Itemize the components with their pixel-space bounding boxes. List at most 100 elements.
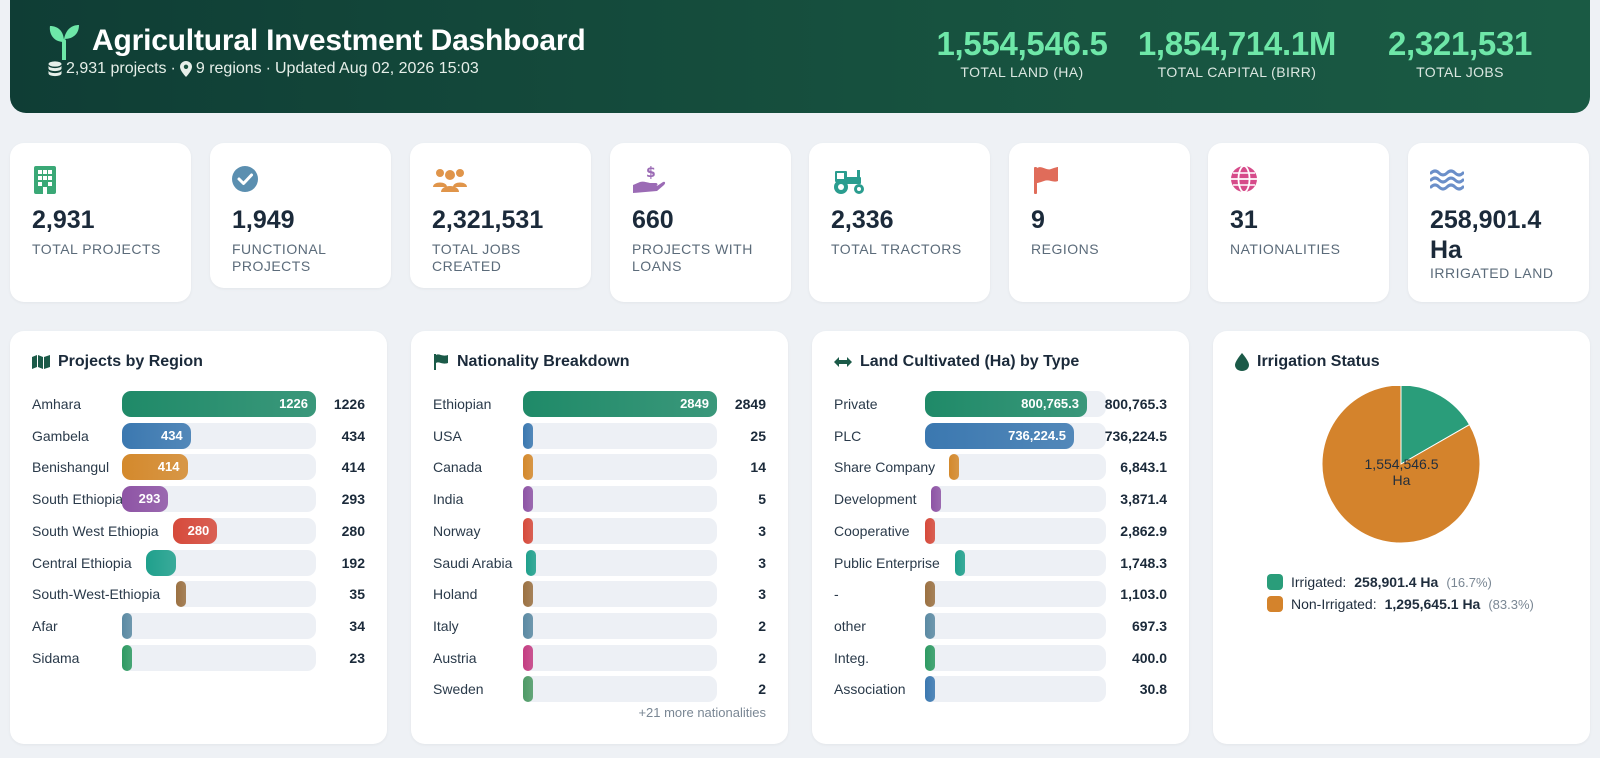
bar-fill: 736,224.5 — [925, 422, 1074, 449]
droplet-icon — [1235, 353, 1249, 371]
bar-row-label: Association — [834, 681, 906, 698]
bar-track — [523, 486, 717, 513]
bar-fill — [526, 549, 536, 576]
bar-row-label: Austria — [433, 649, 477, 666]
tractor-icon — [834, 170, 864, 194]
check-circle-icon — [232, 166, 258, 192]
bar-row-label: - — [834, 586, 839, 603]
bar-fill: 280 — [173, 517, 218, 544]
bar-fill-label: 800,765.3 — [1021, 396, 1079, 411]
bar-row-value: 14 — [750, 459, 766, 476]
header-stat-value: 1,854,714.1M — [1137, 25, 1337, 62]
bar-track — [949, 454, 1106, 481]
bar-row-value: 1,748.3 — [1120, 554, 1167, 571]
bar-fill — [925, 676, 935, 703]
more-nationalities-link[interactable]: +21 more nationalities — [638, 705, 766, 720]
projects-by-region-card: Projects by Region Amhara 1226 1226 Gambela… — [10, 331, 387, 744]
bar-track: 736,224.5 — [925, 422, 1106, 449]
bar-row-value: 2,862.9 — [1120, 522, 1167, 539]
kpi-label: NATIONALITIES — [1230, 241, 1341, 257]
bar-fill — [925, 644, 935, 671]
irrigation-pie-chart — [1321, 386, 1481, 544]
bar-row: Gambela 434 434 — [32, 422, 365, 449]
irrigation-status-card: Irrigation Status 1,554,546.5 Ha Irrigat… — [1213, 331, 1590, 744]
bar-track: 280 — [173, 517, 316, 544]
bar-fill: 414 — [122, 454, 188, 481]
bar-row-label: Cooperative — [834, 522, 910, 539]
legend-swatch — [1267, 574, 1283, 590]
kpi-label: TOTAL PROJECTS — [32, 241, 161, 257]
header-stat-value: 2,321,531 — [1387, 25, 1533, 62]
water-icon — [1430, 169, 1464, 191]
bar-fill — [955, 549, 965, 576]
bar-row-value: 800,765.3 — [1104, 396, 1167, 412]
pie-slice-irrigated[interactable] — [1400, 386, 1471, 465]
kpi-value: 1,949 — [232, 206, 295, 234]
bar-fill — [523, 644, 533, 671]
bar-track: 434 — [122, 422, 316, 449]
bar-row-value: 192 — [341, 554, 365, 571]
card-title: Land Cultivated (Ha) by Type — [834, 353, 1079, 371]
bar-row-label: Canada — [433, 459, 483, 476]
bar-row-label: Central Ethiopia — [32, 554, 132, 571]
bar-row-value: 2849 — [734, 396, 766, 412]
bar-row-label: other — [834, 617, 866, 634]
bar-row-value: 2 — [758, 649, 766, 666]
seedling-icon — [49, 25, 79, 60]
bar-row-label: Holand — [433, 586, 478, 603]
bar-fill — [523, 612, 533, 639]
bar-row-value: 34 — [349, 617, 365, 634]
bar-row: Association 30.8 — [834, 676, 1167, 703]
bar-row: USA 25 — [433, 422, 766, 449]
meta-projects: 2,931 projects — [66, 60, 167, 77]
bar-row: Austria 2 — [433, 644, 766, 671]
bar-row: South Ethiopia 293 293 — [32, 486, 365, 513]
bar-track — [955, 549, 1106, 576]
bar-row: Ethiopian 2849 2849 — [433, 391, 766, 417]
bar-row-value: 434 — [341, 427, 365, 444]
bar-row: Norway 3 — [433, 517, 766, 544]
kpi-label: FUNCTIONAL PROJECTS — [232, 241, 326, 274]
legend-item-irrigated: Irrigated: 258,901.4 Ha (16.7%) — [1267, 574, 1492, 590]
bar-fill-label: 293 — [138, 491, 161, 507]
legend-item-non-irrigated: Non-Irrigated: 1,295,645.1 Ha (83.3%) — [1267, 596, 1534, 612]
bar-fill — [523, 422, 533, 449]
bar-track — [523, 517, 717, 544]
bar-row-value: 2 — [758, 617, 766, 634]
land-cultivated-card: Land Cultivated (Ha) by Type Private 800,… — [812, 331, 1189, 744]
kpi-value: 2,321,531 — [432, 206, 544, 234]
bar-fill-label: 434 — [160, 427, 183, 443]
header-stat-total-capital: 1,854,714.1M TOTAL CAPITAL (BIRR) — [1132, 25, 1342, 81]
bar-row-value: 3 — [758, 586, 766, 603]
bar-fill — [949, 454, 959, 481]
pie-slice-non-irrigated[interactable] — [1321, 386, 1481, 544]
bar-row: India 5 — [433, 486, 766, 513]
bar-row: Share Company 6,843.1 — [834, 454, 1167, 481]
bar-track — [523, 581, 717, 608]
card-title-text: Irrigation Status — [1257, 353, 1380, 370]
bar-row-value: 35 — [349, 586, 365, 603]
bar-row-label: Share Company — [834, 459, 936, 476]
bar-row-value: 400.0 — [1131, 649, 1167, 666]
kpi-value: 258,901.4 Ha — [1430, 206, 1542, 264]
legend-value: 258,901.4 Ha — [1354, 574, 1439, 590]
bar-fill: 293 — [122, 486, 169, 513]
bar-row: PLC 736,224.5 736,224.5 — [834, 422, 1167, 449]
bar-row: Public Enterprise 1,748.3 — [834, 549, 1167, 576]
bar-row: Sidama 23 — [32, 644, 365, 671]
bar-row-value: 2 — [758, 681, 766, 698]
bar-row: South-West-Ethiopia 35 — [32, 581, 365, 608]
bar-row-label: PLC — [834, 427, 862, 444]
bar-row: Holand 3 — [433, 581, 766, 608]
kpi-total-jobs: 2,321,531 TOTAL JOBS CREATED — [410, 143, 591, 288]
bar-track — [176, 581, 316, 608]
bar-row: other 697.3 — [834, 612, 1167, 639]
bar-row-value: 697.3 — [1131, 617, 1167, 634]
header-meta: 2,931 projects · 9 regions · Updated Aug… — [48, 60, 479, 78]
bar-fill: 1226 — [122, 391, 316, 417]
bar-row-label: Benishangul — [32, 459, 110, 476]
bar-row-label: South West Ethiopia — [32, 522, 159, 539]
globe-icon — [1231, 165, 1257, 193]
pie-center-label: 1,554,546.5 Ha — [1213, 456, 1590, 488]
bar-fill — [523, 486, 533, 513]
